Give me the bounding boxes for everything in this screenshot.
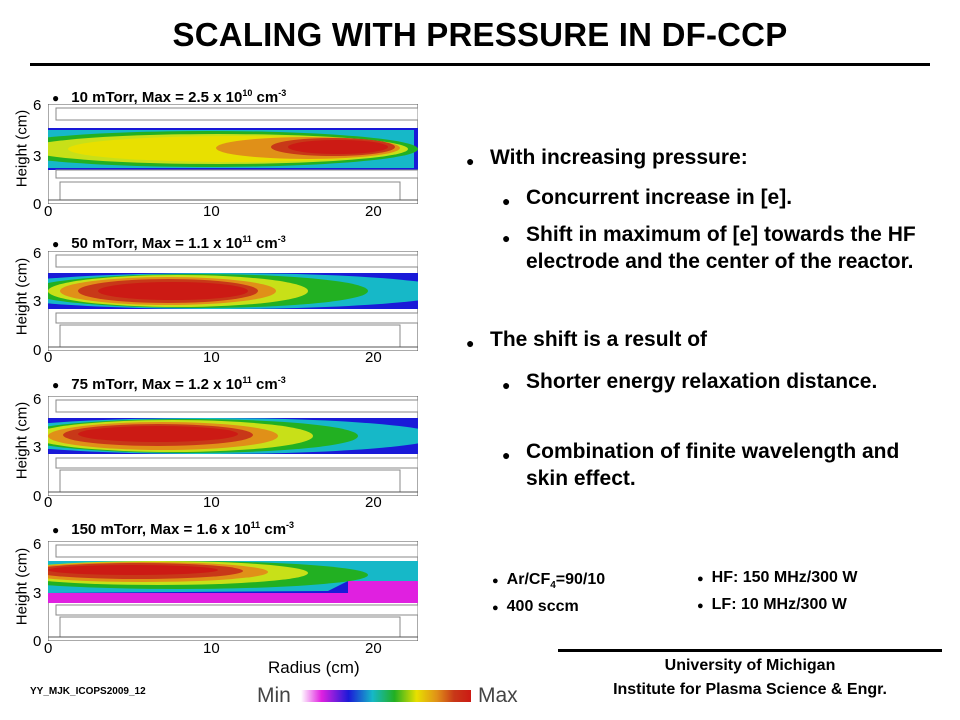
bullet-icon: ●	[502, 230, 511, 246]
panel-1-ylabel: Height (cm)	[13, 109, 31, 188]
bullet-subitem: ● Combination of finite wavelength and s…	[502, 440, 900, 490]
xtick: 20	[365, 349, 382, 366]
density-plot-50mtorr	[48, 251, 418, 351]
colorbar-min-label: Min	[257, 684, 291, 707]
bullet-icon: ●	[492, 575, 499, 587]
xtick: 20	[365, 640, 382, 657]
ytick: 0	[33, 633, 42, 650]
ytick: 3	[33, 148, 42, 165]
density-plot-150mtorr	[48, 541, 418, 641]
ytick: 6	[33, 245, 42, 262]
slide-id: YY_MJK_ICOPS2009_12	[30, 686, 146, 697]
panel-3-caption: ● 75 mTorr, Max = 1.2 x 1011 cm-3	[52, 375, 286, 393]
bullet-item: ● The shift is a result of	[466, 326, 936, 353]
ytick: 6	[33, 536, 42, 553]
density-plot-75mtorr	[48, 396, 418, 496]
condition-flow: ● 400 sccm	[492, 598, 579, 615]
panel-3-ylabel: Height (cm)	[13, 401, 31, 480]
institution-line-1: University of Michigan	[664, 657, 836, 674]
ytick: 3	[33, 293, 42, 310]
ytick: 3	[33, 439, 42, 456]
condition-hf: ● HF: 150 MHz/300 W	[697, 569, 858, 586]
ytick: 0	[33, 196, 42, 213]
bullet-icon: ●	[52, 378, 60, 392]
x-axis-label: Radius (cm)	[268, 658, 360, 677]
colorbar-max-label: Max	[478, 684, 518, 707]
colorbar	[301, 690, 471, 702]
bullet-icon: ●	[52, 237, 60, 251]
panel-2-caption: ● 50 mTorr, Max = 1.1 x 1011 cm-3	[52, 234, 286, 252]
xtick: 10	[203, 640, 220, 657]
xtick: 0	[44, 640, 53, 657]
slide-title: SCALING WITH PRESSURE IN DF-CCP	[172, 16, 788, 53]
bullet-icon: ●	[697, 600, 704, 612]
title-divider	[30, 63, 930, 66]
bullet-icon: ●	[52, 91, 60, 105]
bullet-icon: ●	[466, 335, 475, 351]
panel-4-ylabel: Height (cm)	[13, 547, 31, 626]
ytick: 6	[33, 97, 42, 114]
footer-divider	[558, 649, 942, 652]
bullet-item: ● With increasing pressure:	[466, 144, 936, 171]
bullet-subitem: ● Shorter energy relaxation distance.	[502, 368, 942, 395]
bullet-icon: ●	[492, 602, 499, 614]
ytick: 3	[33, 585, 42, 602]
bullet-icon: ●	[502, 447, 511, 463]
condition-gas: ● Ar/CF4=90/10	[492, 571, 606, 592]
bullet-icon: ●	[697, 573, 704, 585]
condition-lf: ● LF: 10 MHz/300 W	[697, 596, 847, 613]
bullet-icon: ●	[502, 193, 511, 209]
bullet-subitem: ● Concurrent increase in [e].	[502, 184, 942, 211]
xtick: 0	[44, 494, 53, 511]
panel-2-ylabel: Height (cm)	[13, 257, 31, 336]
bullet-icon: ●	[466, 153, 475, 169]
institution-line-2: Institute for Plasma Science & Engr.	[613, 681, 887, 698]
xtick: 10	[203, 203, 220, 220]
ytick: 6	[33, 391, 42, 408]
bullet-icon: ●	[52, 523, 60, 537]
panel-1-caption: ● 10 mTorr, Max = 2.5 x 1010 cm-3	[52, 88, 287, 106]
xtick: 10	[203, 494, 220, 511]
xtick: 0	[44, 349, 53, 366]
xtick: 0	[44, 203, 53, 220]
xtick: 20	[365, 203, 382, 220]
xtick: 20	[365, 494, 382, 511]
density-plot-10mtorr	[48, 104, 418, 204]
ytick: 0	[33, 342, 42, 359]
bullet-icon: ●	[502, 377, 511, 393]
panel-4-caption: ● 150 mTorr, Max = 1.6 x 1011 cm-3	[52, 520, 295, 538]
xtick: 10	[203, 349, 220, 366]
bullet-subitem: ● Shift in maximum of [e] towards the HF…	[502, 223, 916, 273]
ytick: 0	[33, 488, 42, 505]
